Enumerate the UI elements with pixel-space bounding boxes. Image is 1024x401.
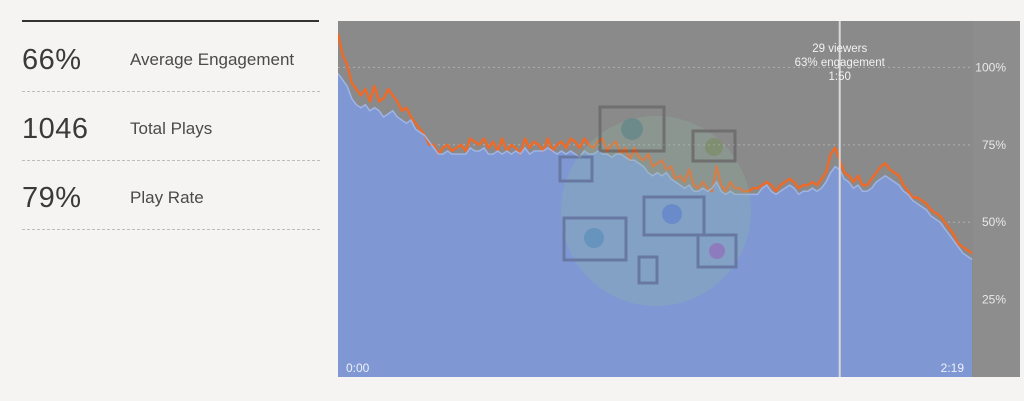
y-tick-label: 50% [982, 215, 1006, 229]
watermark-monitor-top [598, 105, 666, 153]
end-time-label: 2:19 [941, 361, 965, 375]
engagement-graph-svg[interactable]: 100% 75% 50% 25% 29 viewers 63% engagement 1:… [338, 21, 1020, 377]
time-labels: 0:00 2:19 [346, 361, 964, 375]
play-icon-watermark [558, 105, 751, 306]
series-edge-viewers [338, 73, 973, 261]
stat-total-plays: 1046 Total Plays [22, 91, 320, 161]
stat-play-rate: 79% Play Rate [22, 160, 320, 230]
stat-label: Play Rate [130, 188, 204, 207]
engagement-graph[interactable]: 100% 75% 50% 25% 29 viewers 63% engagement 1:… [338, 21, 1020, 377]
watermark-screen-dot [709, 243, 725, 259]
viewer-marker[interactable]: 29 viewers 63% engagement 1:50 [795, 21, 886, 377]
watermark-phone [637, 255, 659, 285]
y-axis-area [973, 21, 1020, 377]
watermark-screen-dot [662, 204, 682, 224]
marker-engagement-label: 63% engagement [795, 57, 886, 69]
series-area-viewers [338, 73, 972, 377]
watermark-tablet [696, 233, 738, 269]
y-tick-label: 75% [982, 138, 1006, 152]
watermark-screen-dot [621, 118, 643, 140]
stat-label: Average Engagement [130, 50, 295, 69]
marker-time-label: 1:50 [829, 71, 851, 83]
stat-label: Total Plays [130, 119, 213, 138]
stat-value: 79% [22, 182, 82, 214]
stat-average-engagement: 66% Average Engagement [22, 22, 320, 92]
watermark-screen-dot [584, 228, 604, 248]
series-layer [338, 33, 973, 377]
watermark-monitor-center [642, 195, 706, 237]
watermark-monitor-left [562, 216, 628, 262]
y-tick-label: 100% [975, 60, 1006, 74]
watermark-small-monitor [558, 155, 594, 183]
watermark-circle [561, 116, 751, 306]
stats-top-divider [22, 20, 319, 22]
stat-value: 66% [22, 44, 82, 76]
series-line-engagement [338, 33, 973, 255]
marker-viewers-label: 29 viewers [812, 43, 867, 55]
y-tick-label: 25% [982, 293, 1006, 307]
stat-value: 1046 [22, 113, 89, 145]
watermark-screen-dot [705, 138, 723, 156]
start-time-label: 0:00 [346, 361, 370, 375]
watermark-monitor-right [691, 129, 737, 163]
